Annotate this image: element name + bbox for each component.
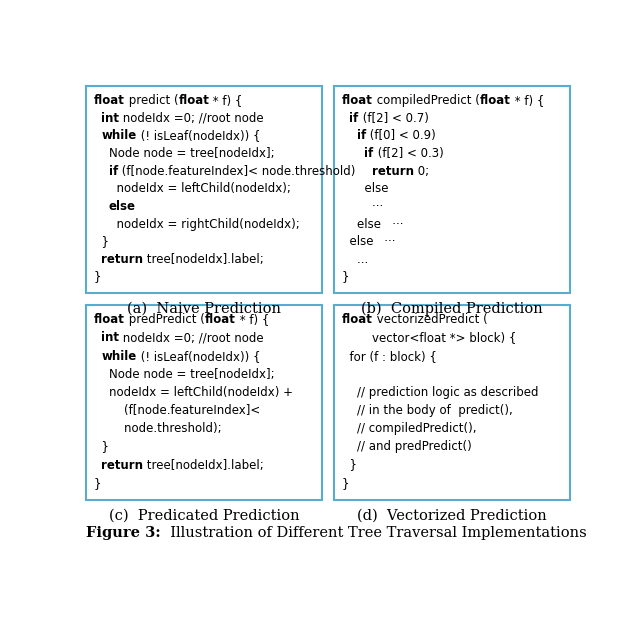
Text: (a)  Naive Prediction: (a) Naive Prediction [127, 301, 281, 316]
Text: (f[2] < 0.3): (f[2] < 0.3) [374, 147, 444, 160]
Text: * f) {: * f) { [236, 314, 269, 327]
Text: return: return [101, 459, 143, 471]
Text: }: } [94, 477, 101, 489]
Text: * f) {: * f) { [209, 94, 243, 107]
Text: 0;: 0; [414, 165, 429, 178]
Text: (! isLeaf(nodeIdx)) {: (! isLeaf(nodeIdx)) { [136, 350, 260, 363]
Text: vectorizedPredict (: vectorizedPredict ( [372, 314, 488, 327]
FancyBboxPatch shape [334, 86, 570, 293]
Text: Illustration of Different Tree Traversal Implementations: Illustration of Different Tree Traversal… [161, 526, 586, 540]
Text: int: int [101, 332, 120, 345]
Text: for (f : block) {: for (f : block) { [342, 350, 436, 363]
Text: nodeIdx = leftChild(nodeIdx);: nodeIdx = leftChild(nodeIdx); [94, 182, 291, 195]
Text: }: } [94, 270, 101, 283]
Text: (f[2] < 0.7): (f[2] < 0.7) [358, 112, 429, 125]
Text: // prediction logic as described: // prediction logic as described [342, 386, 538, 399]
Text: (f[node.featureIndex]<: (f[node.featureIndex]< [94, 404, 260, 417]
Text: compiledPredict (: compiledPredict ( [372, 94, 479, 107]
Text: nodeIdx =0; //root node: nodeIdx =0; //root node [120, 112, 264, 125]
Text: nodeIdx = rightChild(nodeIdx);: nodeIdx = rightChild(nodeIdx); [94, 218, 300, 231]
Text: tree[nodeIdx].label;: tree[nodeIdx].label; [143, 459, 264, 471]
Text: // and predPredict(): // and predPredict() [342, 440, 472, 453]
Text: if: if [364, 147, 374, 160]
Text: (d)  Vectorized Prediction: (d) Vectorized Prediction [357, 509, 547, 523]
Text: return: return [372, 165, 414, 178]
FancyBboxPatch shape [334, 305, 570, 500]
Text: else: else [342, 235, 373, 248]
Text: ···: ··· [373, 235, 396, 248]
Text: }: } [94, 235, 109, 248]
Text: }: } [342, 459, 357, 471]
Text: (! isLeaf(nodeIdx)) {: (! isLeaf(nodeIdx)) { [136, 129, 260, 142]
Text: if: if [349, 112, 358, 125]
Text: if: if [109, 165, 118, 178]
Text: else: else [109, 200, 136, 213]
Text: (b)  Compiled Prediction: (b) Compiled Prediction [361, 301, 543, 316]
Text: node.threshold);: node.threshold); [94, 422, 221, 435]
Text: return: return [101, 253, 143, 266]
Text: }: } [94, 440, 109, 453]
Text: }: } [342, 270, 349, 283]
Text: float: float [479, 94, 511, 107]
Text: float: float [342, 314, 372, 327]
Text: else: else [342, 218, 381, 231]
Text: Node node = tree[nodeIdx];: Node node = tree[nodeIdx]; [94, 147, 275, 160]
Text: float: float [205, 314, 236, 327]
Text: Node node = tree[nodeIdx];: Node node = tree[nodeIdx]; [94, 368, 275, 381]
Text: nodeIdx =0; //root node: nodeIdx =0; //root node [120, 332, 264, 345]
Text: float: float [342, 94, 372, 107]
Text: while: while [101, 129, 136, 142]
Text: float: float [94, 314, 125, 327]
Text: predict (: predict ( [125, 94, 179, 107]
Text: ···: ··· [342, 200, 383, 213]
Text: vector<float *> block) {: vector<float *> block) { [342, 332, 516, 345]
Text: ...: ... [342, 253, 368, 266]
Text: // compiledPredict(),: // compiledPredict(), [342, 422, 476, 435]
Text: tree[nodeIdx].label;: tree[nodeIdx].label; [143, 253, 264, 266]
FancyBboxPatch shape [86, 86, 322, 293]
Text: if: if [357, 129, 366, 142]
Text: }: } [342, 477, 349, 489]
Text: int: int [101, 112, 120, 125]
Text: ···: ··· [381, 218, 403, 231]
Text: while: while [101, 350, 136, 363]
Text: float: float [179, 94, 209, 107]
Text: * f) {: * f) { [511, 94, 544, 107]
Text: (f[node.featureIndex]< node.threshold): (f[node.featureIndex]< node.threshold) [118, 165, 355, 178]
Text: float: float [94, 94, 125, 107]
Text: (c)  Predicated Prediction: (c) Predicated Prediction [109, 509, 300, 523]
Text: else: else [342, 182, 388, 195]
Text: (f[0] < 0.9): (f[0] < 0.9) [366, 129, 436, 142]
FancyBboxPatch shape [86, 305, 322, 500]
Text: nodeIdx = leftChild(nodeIdx) +: nodeIdx = leftChild(nodeIdx) + [94, 386, 293, 399]
Text: // in the body of  predict(),: // in the body of predict(), [342, 404, 513, 417]
Text: Figure 3:: Figure 3: [86, 526, 161, 540]
Text: predPredict (: predPredict ( [125, 314, 205, 327]
